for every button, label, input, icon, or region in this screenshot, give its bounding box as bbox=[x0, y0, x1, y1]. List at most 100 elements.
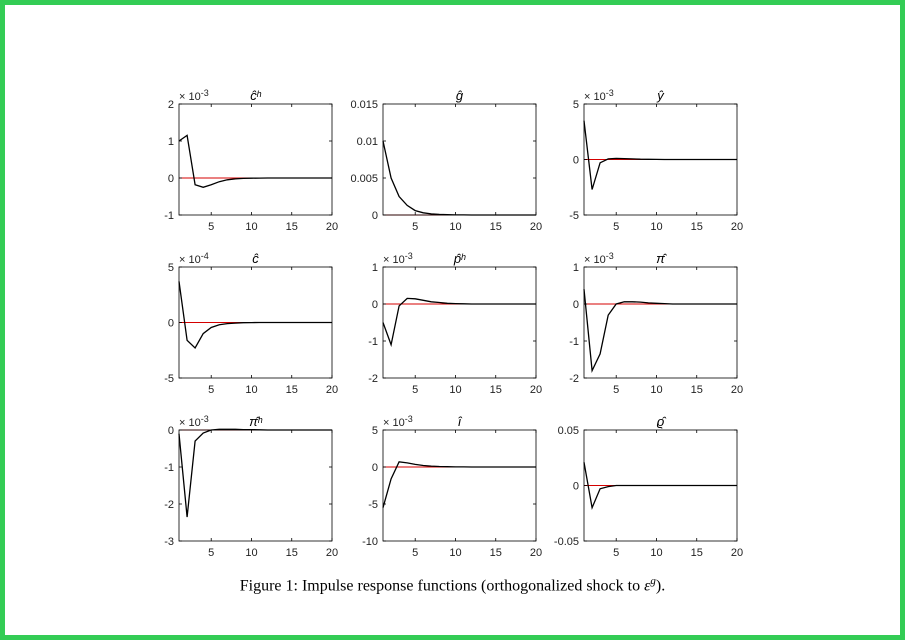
figure-caption: Figure 1: Impulse response functions (or… bbox=[0, 575, 905, 595]
subplot-title: ĝ bbox=[456, 88, 464, 103]
caption-superscript: g bbox=[650, 575, 656, 587]
axis-multiplier: × 10-3 bbox=[179, 414, 209, 429]
x-tick-label: 10 bbox=[449, 221, 461, 233]
y-tick-label: -0.05 bbox=[554, 536, 579, 548]
y-tick-label: -5 bbox=[164, 373, 174, 385]
x-tick-label: 20 bbox=[326, 384, 338, 396]
x-tick-label: 5 bbox=[208, 221, 214, 233]
x-tick-label: 10 bbox=[449, 547, 461, 559]
caption-symbol: ε bbox=[644, 577, 651, 595]
y-tick-label: -10 bbox=[362, 536, 378, 548]
x-tick-label: 15 bbox=[490, 547, 502, 559]
x-tick-label: 10 bbox=[245, 221, 257, 233]
y-tick-label: -2 bbox=[164, 499, 174, 511]
y-tick-label: 1 bbox=[168, 136, 174, 148]
response-line bbox=[583, 120, 737, 190]
response-line bbox=[178, 428, 332, 518]
y-tick-label: 5 bbox=[168, 262, 174, 274]
response-line bbox=[382, 140, 536, 216]
axis-multiplier: × 10-3 bbox=[584, 88, 614, 103]
x-tick-label: 10 bbox=[650, 384, 662, 396]
y-tick-label: -1 bbox=[164, 462, 174, 474]
y-tick-label: 0.005 bbox=[350, 173, 378, 185]
y-tick-label: 0.05 bbox=[558, 425, 579, 437]
axes-box bbox=[382, 266, 537, 379]
x-tick-label: 5 bbox=[412, 221, 418, 233]
x-tick-label: 5 bbox=[412, 384, 418, 396]
subplot-title: π̂ bbox=[656, 251, 668, 266]
axes-box bbox=[178, 103, 333, 216]
response-line bbox=[178, 281, 332, 350]
subplot-title: ĉ bbox=[252, 251, 259, 266]
y-tick-label: 0 bbox=[573, 481, 579, 493]
y-tick-label: -3 bbox=[164, 536, 174, 548]
x-tick-label: 20 bbox=[731, 384, 743, 396]
y-tick-label: -1 bbox=[569, 336, 579, 348]
subplot-title: ĉʰ bbox=[250, 88, 262, 103]
caption-end: ). bbox=[655, 577, 666, 595]
y-tick-label: -2 bbox=[569, 373, 579, 385]
y-tick-label: 0 bbox=[372, 299, 378, 311]
y-tick-label: -1 bbox=[164, 210, 174, 222]
x-tick-label: 20 bbox=[530, 547, 542, 559]
y-tick-label: 0.01 bbox=[357, 136, 378, 148]
response-line bbox=[382, 297, 536, 348]
y-tick-label: 0 bbox=[573, 299, 579, 311]
x-tick-label: 15 bbox=[286, 547, 298, 559]
x-tick-label: 5 bbox=[208, 384, 214, 396]
axis-multiplier: × 10-4 bbox=[179, 251, 209, 266]
subplot-title: p̂ʰ bbox=[453, 251, 466, 266]
y-tick-label: 2 bbox=[168, 99, 174, 111]
y-tick-label: 0 bbox=[168, 425, 174, 437]
y-tick-label: -1 bbox=[368, 336, 378, 348]
x-tick-label: 20 bbox=[731, 221, 743, 233]
x-tick-label: 20 bbox=[326, 547, 338, 559]
x-tick-label: 15 bbox=[691, 384, 703, 396]
caption-text: Impulse response functions (orthogonaliz… bbox=[301, 577, 641, 595]
x-tick-label: 10 bbox=[449, 384, 461, 396]
axes-box bbox=[382, 103, 537, 216]
x-tick-label: 20 bbox=[530, 221, 542, 233]
response-line bbox=[583, 289, 737, 373]
y-tick-label: 5 bbox=[573, 99, 579, 111]
caption-label: Figure 1: bbox=[239, 577, 298, 595]
x-tick-label: 10 bbox=[245, 547, 257, 559]
y-tick-label: 1 bbox=[372, 262, 378, 274]
x-tick-label: 5 bbox=[613, 547, 619, 559]
x-tick-label: 5 bbox=[613, 221, 619, 233]
y-tick-label: -2 bbox=[368, 373, 378, 385]
response-line bbox=[583, 462, 737, 510]
x-tick-label: 5 bbox=[412, 547, 418, 559]
x-tick-label: 20 bbox=[530, 384, 542, 396]
axis-multiplier: × 10-3 bbox=[383, 251, 413, 266]
x-tick-label: 20 bbox=[731, 547, 743, 559]
y-tick-label: 5 bbox=[372, 425, 378, 437]
subplot-title: π̂ʰ bbox=[249, 414, 263, 429]
axes-box bbox=[178, 429, 333, 542]
x-tick-label: 10 bbox=[650, 221, 662, 233]
y-tick-label: 0 bbox=[372, 210, 378, 222]
x-tick-label: 15 bbox=[286, 221, 298, 233]
x-tick-label: 15 bbox=[286, 384, 298, 396]
subplot-title: ŷ bbox=[656, 88, 665, 103]
axis-multiplier: × 10-3 bbox=[584, 251, 614, 266]
x-tick-label: 10 bbox=[650, 547, 662, 559]
x-tick-label: 15 bbox=[691, 221, 703, 233]
subplot-title: ϱ̂ bbox=[657, 414, 668, 429]
y-tick-label: 0 bbox=[573, 155, 579, 167]
y-tick-label: 1 bbox=[573, 262, 579, 274]
y-tick-label: 0 bbox=[372, 462, 378, 474]
axes-box bbox=[382, 429, 537, 542]
x-tick-label: 15 bbox=[490, 221, 502, 233]
x-tick-label: 5 bbox=[208, 547, 214, 559]
y-tick-label: -5 bbox=[569, 210, 579, 222]
y-tick-label: 0 bbox=[168, 318, 174, 330]
response-line bbox=[382, 461, 536, 508]
x-tick-label: 5 bbox=[613, 384, 619, 396]
axis-multiplier: × 10-3 bbox=[383, 414, 413, 429]
x-tick-label: 15 bbox=[691, 547, 703, 559]
axes-box bbox=[583, 266, 738, 379]
x-tick-label: 20 bbox=[326, 221, 338, 233]
